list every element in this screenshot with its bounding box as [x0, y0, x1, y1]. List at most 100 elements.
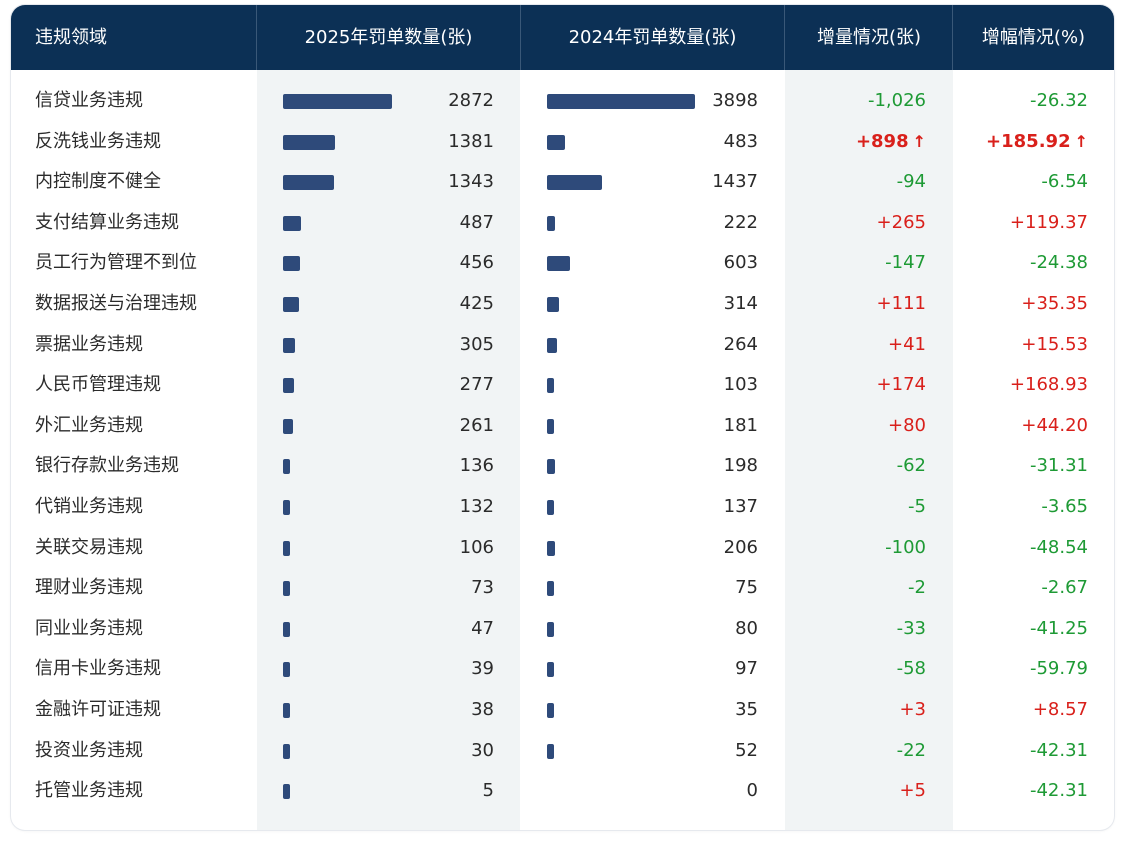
col-change-shade	[785, 5, 953, 830]
value-2025: 38	[471, 699, 494, 720]
bar-2024	[547, 703, 554, 718]
change-text: +898	[855, 130, 909, 152]
change-text: +41	[888, 333, 926, 355]
bar-2024	[547, 94, 695, 109]
bar-2024	[547, 418, 554, 434]
bar-2025	[283, 703, 290, 718]
header-divider	[784, 5, 785, 70]
value-2024: 222	[723, 211, 758, 233]
value-2024: 75	[735, 577, 758, 599]
bar-2024	[547, 297, 559, 312]
value-2024: 103	[723, 374, 758, 396]
value-2024: 0	[746, 780, 758, 802]
pct-text: -24.38	[1029, 252, 1088, 274]
value-2025: 39	[471, 658, 494, 680]
domain-label: 关联交易违规	[35, 536, 143, 558]
change-value: -2	[785, 568, 926, 609]
pct-text: +168.93	[1009, 374, 1088, 396]
change-value: +5	[785, 771, 926, 812]
pct-text: -48.54	[1029, 536, 1088, 558]
domain-label: 员工行为管理不到位	[35, 252, 197, 274]
bar-2025	[283, 500, 290, 515]
change-text: +3	[899, 699, 926, 720]
value-2025: 136	[459, 455, 494, 477]
penalty-table: 违规领域 2025年罚单数量(张) 2024年罚单数量(张) 增量情况(张) 增…	[11, 5, 1114, 830]
change-text: -33	[896, 617, 926, 639]
table-header: 违规领域 2025年罚单数量(张) 2024年罚单数量(张) 增量情况(张) 增…	[11, 5, 1114, 70]
bar-2024	[547, 215, 556, 231]
table-row: 反洗钱业务违规 1381 483 +898 ↑ +185.92 ↑	[11, 122, 1114, 163]
change-text: -1,026	[867, 90, 926, 111]
change-value: +80	[785, 406, 926, 447]
change-value: -94	[785, 162, 926, 203]
header-divider	[256, 5, 257, 70]
value-2025: 2872	[448, 90, 494, 111]
pct-text: -41.25	[1029, 617, 1088, 639]
bar-2024	[547, 134, 566, 150]
bar-2025	[283, 297, 300, 312]
change-value: +41	[785, 325, 926, 366]
domain-label: 代销业务违规	[35, 496, 143, 517]
change-text: +174	[876, 374, 926, 396]
bar-2025	[283, 256, 301, 272]
table-row: 内控制度不健全 1343 1437 -94 -6.54	[11, 162, 1114, 203]
table-row: 理财业务违规 73 75 -2 -2.67	[11, 568, 1114, 609]
value-2024: 137	[723, 496, 758, 517]
change-value: -5	[785, 487, 926, 528]
value-2024: 603	[723, 252, 758, 274]
value-2025: 73	[471, 577, 494, 599]
table-row: 支付结算业务违规 487 222 +265 +119.37	[11, 203, 1114, 244]
pct-value: -41.25	[953, 609, 1088, 650]
table-row: 人民币管理违规 277 103 +174 +168.93	[11, 365, 1114, 406]
change-text: -58	[896, 658, 926, 680]
value-2025: 456	[459, 252, 494, 274]
pct-text: -42.31	[1029, 780, 1088, 802]
bar-2025	[283, 459, 290, 475]
bar-2025	[283, 581, 290, 597]
header-change: 增量情况(张)	[816, 27, 922, 48]
header-2024: 2024年罚单数量(张)	[568, 27, 737, 48]
table-row: 关联交易违规 106 206 -100 -48.54	[11, 528, 1114, 569]
change-text: -2	[908, 577, 926, 599]
change-value: -147	[785, 243, 926, 284]
value-2024: 3898	[712, 90, 758, 111]
value-2025: 487	[459, 211, 494, 233]
domain-label: 金融许可证违规	[35, 699, 161, 720]
value-2024: 80	[735, 617, 758, 639]
value-2024: 206	[723, 536, 758, 558]
domain-label: 信用卡业务违规	[35, 658, 161, 680]
domain-label: 同业业务违规	[35, 617, 143, 639]
change-text: +111	[876, 293, 926, 314]
value-2024: 314	[723, 293, 758, 314]
pct-text: +119.37	[1009, 211, 1088, 233]
header-divider	[520, 5, 521, 70]
domain-label: 理财业务违规	[35, 577, 143, 599]
domain-label: 人民币管理违规	[35, 374, 161, 396]
table-row: 银行存款业务违规 136 198 -62 -31.31	[11, 446, 1114, 487]
pct-value: -48.54	[953, 528, 1088, 569]
value-2024: 264	[723, 333, 758, 355]
pct-value: -59.79	[953, 649, 1088, 690]
table-row: 信用卡业务违规 39 97 -58 -59.79	[11, 649, 1114, 690]
value-2025: 305	[459, 333, 494, 355]
pct-text: -2.67	[1041, 577, 1088, 599]
pct-text: +185.92	[986, 130, 1071, 152]
change-value: +898 ↑	[785, 122, 926, 163]
pct-value: +168.93	[953, 365, 1088, 406]
pct-value: -42.31	[953, 731, 1088, 772]
table-row: 金融许可证违规 38 35 +3 +8.57	[11, 690, 1114, 731]
value-2024: 198	[723, 455, 758, 477]
pct-text: +8.57	[1032, 699, 1088, 720]
domain-label: 票据业务违规	[35, 333, 143, 355]
change-text: -100	[885, 536, 926, 558]
change-text: +265	[876, 211, 926, 233]
change-value: +111	[785, 284, 926, 325]
bar-2025	[283, 743, 290, 759]
value-2025: 5	[482, 780, 494, 802]
value-2024: 181	[723, 414, 758, 436]
domain-label: 银行存款业务违规	[35, 455, 179, 477]
pct-value: +15.53	[953, 325, 1088, 366]
pct-text: -26.32	[1029, 90, 1088, 111]
bar-2024	[547, 256, 570, 272]
bar-2025	[283, 134, 336, 150]
